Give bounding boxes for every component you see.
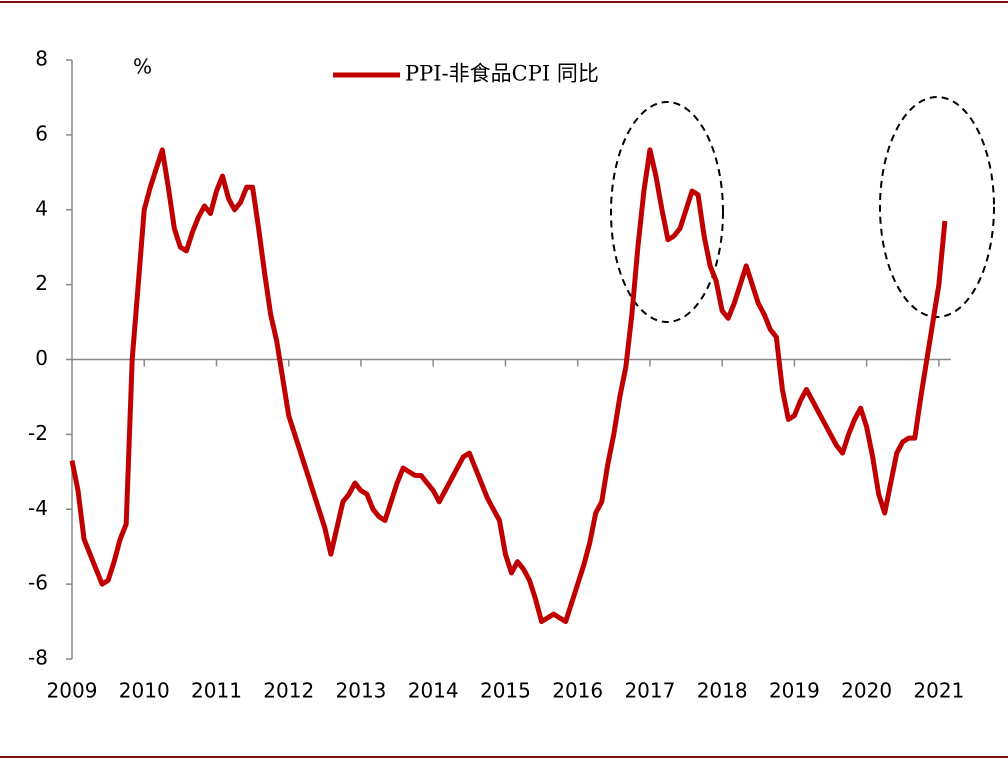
- y-tick-label: 6: [35, 121, 48, 145]
- highlight-ellipse: [879, 96, 995, 318]
- y-tick-label: 4: [35, 196, 48, 220]
- x-tick-label: 2015: [480, 679, 531, 703]
- y-tick-label: 8: [35, 47, 48, 71]
- y-tick-label: 2: [35, 271, 48, 295]
- x-tick-label: 2020: [841, 679, 892, 703]
- x-tick-label: 2017: [624, 679, 675, 703]
- x-tick-label: 2009: [47, 679, 98, 703]
- x-tick-label: 2018: [697, 679, 748, 703]
- x-tick-label: 2012: [263, 679, 314, 703]
- highlight-ellipse: [610, 101, 724, 323]
- y-tick-label: -2: [28, 421, 48, 445]
- y-unit: %: [133, 55, 152, 79]
- y-tick-label: -4: [28, 496, 48, 520]
- x-tick-label: 2011: [191, 679, 242, 703]
- x-tick-label: 2014: [408, 679, 459, 703]
- y-tick-label: 0: [35, 346, 48, 370]
- legend-label: PPI-非食品CPI 同比: [405, 62, 599, 86]
- x-tick-label: 2016: [552, 679, 603, 703]
- x-tick-label: 2010: [119, 679, 170, 703]
- x-tick-label: 2021: [913, 679, 964, 703]
- series-line: [69, 147, 948, 625]
- y-tick-label: -8: [28, 646, 48, 670]
- x-tick-label: 2019: [769, 679, 820, 703]
- x-tick-label: 2013: [336, 679, 387, 703]
- y-tick-label: -6: [28, 571, 48, 595]
